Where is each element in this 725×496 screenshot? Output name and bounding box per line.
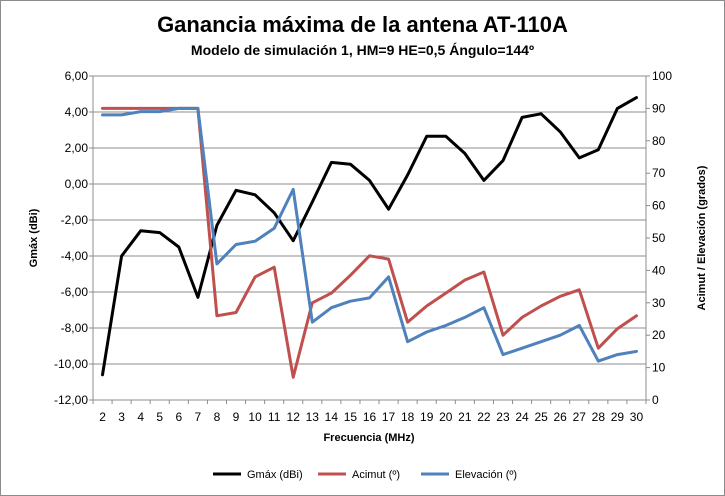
x-tick-label: 20 <box>439 410 453 424</box>
plot-area-border <box>92 75 647 401</box>
x-tick-label: 25 <box>534 410 548 424</box>
x-tick-label: 17 <box>382 410 396 424</box>
x-tick-label: 7 <box>195 410 202 424</box>
y-tick-label: 0,00 <box>65 177 89 191</box>
x-tick-label: 19 <box>420 410 434 424</box>
x-tick-label: 10 <box>248 410 262 424</box>
x-tick-label: 21 <box>458 410 472 424</box>
x-tick-label: 9 <box>233 410 240 424</box>
legend-label: Acimut (º) <box>352 469 400 481</box>
y-axis-title: Gmáx (dBi) <box>28 208 40 267</box>
y2-tick-label: 70 <box>652 166 666 180</box>
chart-title: Ganancia máxima de la antena AT-110A <box>157 12 568 37</box>
x-tick-label: 2 <box>99 410 106 424</box>
x-tick-label: 22 <box>477 410 491 424</box>
series-lines <box>101 96 638 379</box>
x-tick-label: 16 <box>363 410 377 424</box>
x-tick-label: 5 <box>156 410 163 424</box>
x-tick-label: 13 <box>306 410 320 424</box>
legend-label: Gmáx (dBi) <box>247 469 303 481</box>
x-tick-label: 15 <box>344 410 358 424</box>
y2-tick-label: 100 <box>652 69 672 83</box>
x-axis-title: Frecuencia (MHz) <box>323 432 414 444</box>
x-tick-label: 12 <box>287 410 301 424</box>
tick-labels: 6,00 4,00 2,00 0,00 -2,00 -4,00 -6,00 -8,00 -10,… <box>54 69 672 424</box>
y-tick-label: -12,00 <box>54 393 88 407</box>
y-tick-label: -10,00 <box>54 357 88 371</box>
chart-subtitle: Modelo de simulación 1, HM=9 HE=0,5 Ángu… <box>190 42 535 58</box>
y2-tick-label: 20 <box>652 328 666 342</box>
x-tick-label: 3 <box>118 410 125 424</box>
y2-tick-label: 10 <box>652 361 666 375</box>
y-tick-label: -8,00 <box>61 321 89 335</box>
y2-tick-label: 0 <box>652 393 659 407</box>
y-tick-label: -4,00 <box>61 249 89 263</box>
y-tick-label: 6,00 <box>65 69 89 83</box>
y-tick-label: -2,00 <box>61 213 89 227</box>
x-tick-label: 8 <box>214 410 221 424</box>
y2-tick-label: 50 <box>652 231 666 245</box>
x-tick-label: 26 <box>554 410 568 424</box>
legend-label: Elevación (º) <box>455 469 517 481</box>
series-line-3 <box>101 106 638 363</box>
x-tick-label: 14 <box>325 410 339 424</box>
y2-tick-label: 80 <box>652 134 666 148</box>
y-tick-label: 2,00 <box>65 141 89 155</box>
gridlines <box>89 75 650 404</box>
x-tick-label: 23 <box>496 410 510 424</box>
x-tick-label: 30 <box>630 410 644 424</box>
y2-tick-label: 40 <box>652 263 666 277</box>
legend: Gmáx (dBi) Acimut (º) Elevación (º) <box>213 469 517 481</box>
x-tick-label: 18 <box>401 410 415 424</box>
x-tick-label: 24 <box>515 410 529 424</box>
series-line-1 <box>101 96 638 377</box>
x-tick-label: 4 <box>137 410 144 424</box>
y2-axis-title: Acimut / Elevación (grados) <box>696 165 708 310</box>
y2-tick-label: 30 <box>652 296 666 310</box>
x-tick-label: 29 <box>611 410 625 424</box>
x-tick-label: 27 <box>573 410 587 424</box>
y-tick-label: -6,00 <box>61 285 89 299</box>
y2-tick-label: 60 <box>652 199 666 213</box>
x-tick-label: 6 <box>175 410 182 424</box>
y2-tick-label: 90 <box>652 101 666 115</box>
x-tick-label: 28 <box>592 410 606 424</box>
x-tick-label: 11 <box>268 410 281 424</box>
y-tick-label: 4,00 <box>65 105 89 119</box>
